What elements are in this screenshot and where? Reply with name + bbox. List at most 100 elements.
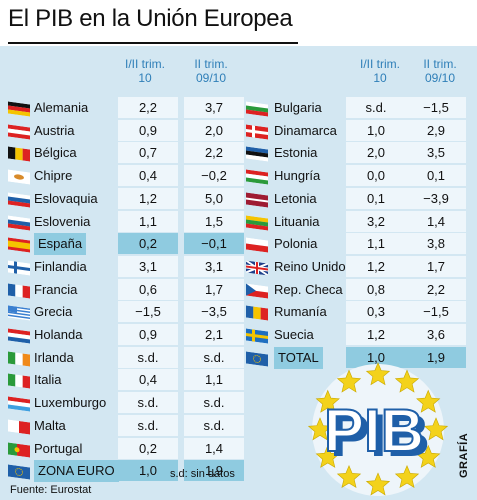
table-row: Chipre 0,4 −0,2 — [8, 165, 248, 187]
table-row: Hungría 0,0 0,1 — [246, 165, 471, 187]
star-icon — [394, 464, 420, 489]
q1-value: 1,2 — [346, 255, 406, 277]
table-row: Estonia 2,0 3,5 — [246, 142, 471, 164]
table-row: Luxemburgo s.d. s.d. — [8, 392, 248, 414]
q1-value: 0,1 — [346, 187, 406, 209]
country-name: Chipre — [34, 168, 73, 184]
country-name: Eslovenia — [34, 213, 91, 229]
table-row: Malta s.d. s.d. — [8, 414, 248, 437]
q2-value: 3,5 — [406, 142, 466, 164]
q2-value: 3,8 — [406, 233, 466, 255]
q1-value: 0,0 — [346, 165, 406, 187]
table-row: Portugal 0,2 1,4 — [8, 437, 248, 460]
country-name: Rumanía — [274, 304, 327, 320]
country-name: Hungría — [274, 168, 321, 184]
table-row: Suecia 1,2 3,6 — [246, 324, 471, 346]
country-name: Portugal — [34, 440, 83, 456]
table-row: Francia 0,6 1,7 — [8, 278, 248, 301]
q2-value: 3,7 — [184, 97, 244, 118]
right-header-q1: I/II trim. 10 — [345, 57, 415, 85]
country-name: Lituania — [274, 213, 320, 229]
star-icon — [416, 389, 441, 413]
q2-value: −3,9 — [406, 187, 466, 209]
q1-value: 3,1 — [118, 255, 178, 277]
q2-value: 2,0 — [184, 119, 244, 141]
q2-value: −1,5 — [406, 301, 466, 323]
country-name: Alemania — [34, 100, 89, 115]
star-icon — [416, 444, 441, 468]
country-name: Suecia — [274, 327, 314, 342]
country-name: Austria — [34, 122, 75, 138]
q1-value: 2,2 — [118, 97, 178, 118]
table-row: Bélgica 0,7 2,2 — [8, 142, 248, 164]
table-row: Polonia 1,1 3,8 — [246, 233, 471, 255]
star-icon — [307, 417, 333, 441]
q2-value: −0,2 — [184, 165, 244, 187]
source-label: Fuente: Eurostat — [10, 484, 92, 496]
q2-value: 2,2 — [406, 278, 466, 300]
country-name: Dinamarca — [274, 122, 337, 138]
country-name: Polonia — [274, 236, 318, 252]
emblem-circle — [312, 364, 444, 496]
q2-value: 1,7 — [406, 255, 466, 277]
q2-value: 2,1 — [184, 324, 244, 345]
table-row: Alemania 2,2 3,7 — [8, 97, 248, 119]
q1-value: 0,9 — [118, 119, 178, 141]
q1-value: 1,0 — [346, 346, 406, 368]
country-name: Finlandia — [34, 258, 87, 274]
title-underline — [8, 42, 298, 44]
q1-value: −1,5 — [118, 301, 178, 323]
q2-value: 5,0 — [184, 187, 244, 209]
table-row: Rep. Checa 0,8 2,2 — [246, 278, 471, 301]
country-name: Bélgica — [34, 145, 77, 161]
q1-value: 0,6 — [118, 278, 178, 300]
q1-value: 0,4 — [118, 165, 178, 187]
country-name: Italia — [34, 372, 62, 388]
country-name: Holanda — [34, 327, 83, 342]
right-header-q1-line1: I/II trim. — [360, 57, 400, 71]
q1-value: 1,0 — [346, 119, 406, 141]
pib-emblem: PIB PIB — [307, 362, 449, 496]
country-name: Irlanda — [34, 349, 74, 365]
country-name: Rep. Checa — [274, 281, 343, 297]
q2-value: s.d. — [184, 346, 244, 368]
q1-value: 0,3 — [346, 301, 406, 323]
q2-value: 2,9 — [406, 119, 466, 141]
q1-value: 1,1 — [118, 210, 178, 232]
country-name: Bulgaria — [274, 100, 322, 115]
left-header-q1-line2: 10 — [138, 71, 152, 85]
q2-value: 1,4 — [406, 210, 466, 232]
table-row: Irlanda s.d. s.d. — [8, 346, 248, 369]
country-name: ZONA EURO — [34, 460, 119, 483]
table-row: Bulgaria s.d. −1,5 — [246, 97, 471, 119]
left-header-q2: II trim. 09/10 — [176, 57, 246, 85]
star-icon — [365, 362, 391, 386]
q2-value: 3,1 — [184, 255, 244, 277]
q2-value: 2,2 — [184, 142, 244, 164]
q1-value: 0,2 — [118, 233, 178, 255]
country-name: Luxemburgo — [34, 395, 107, 411]
country-name: Francia — [34, 281, 78, 297]
q1-value: 0,9 — [118, 324, 178, 345]
table-row: TOTAL 1,0 1,9 — [246, 346, 471, 369]
left-header-q1-line1: I/II trim. — [125, 57, 165, 71]
star-icon — [423, 417, 449, 441]
q1-value: s.d. — [346, 97, 406, 118]
star-icon — [315, 389, 340, 413]
q2-value: s.d. — [184, 392, 244, 414]
credit-label: GRAFÍA — [458, 432, 470, 478]
left-header-q1: I/II trim. 10 — [110, 57, 180, 85]
q2-value: s.d. — [184, 414, 244, 436]
q1-value: 1,2 — [346, 324, 406, 345]
right-header-q2-line2: 09/10 — [424, 71, 456, 85]
star-icon — [365, 472, 391, 496]
table-row: Letonia 0,1 −3,9 — [246, 187, 471, 210]
q1-value: 1,1 — [346, 233, 406, 255]
table-row: Rumanía 0,3 −1,5 — [246, 301, 471, 323]
table-row: Eslovenia 1,1 1,5 — [8, 210, 248, 233]
table-row: Dinamarca 1,0 2,9 — [246, 119, 471, 142]
q1-value: 0,8 — [346, 278, 406, 300]
q1-value: 0,7 — [118, 142, 178, 164]
q1-value: s.d. — [118, 346, 178, 368]
q1-value: s.d. — [118, 392, 178, 414]
